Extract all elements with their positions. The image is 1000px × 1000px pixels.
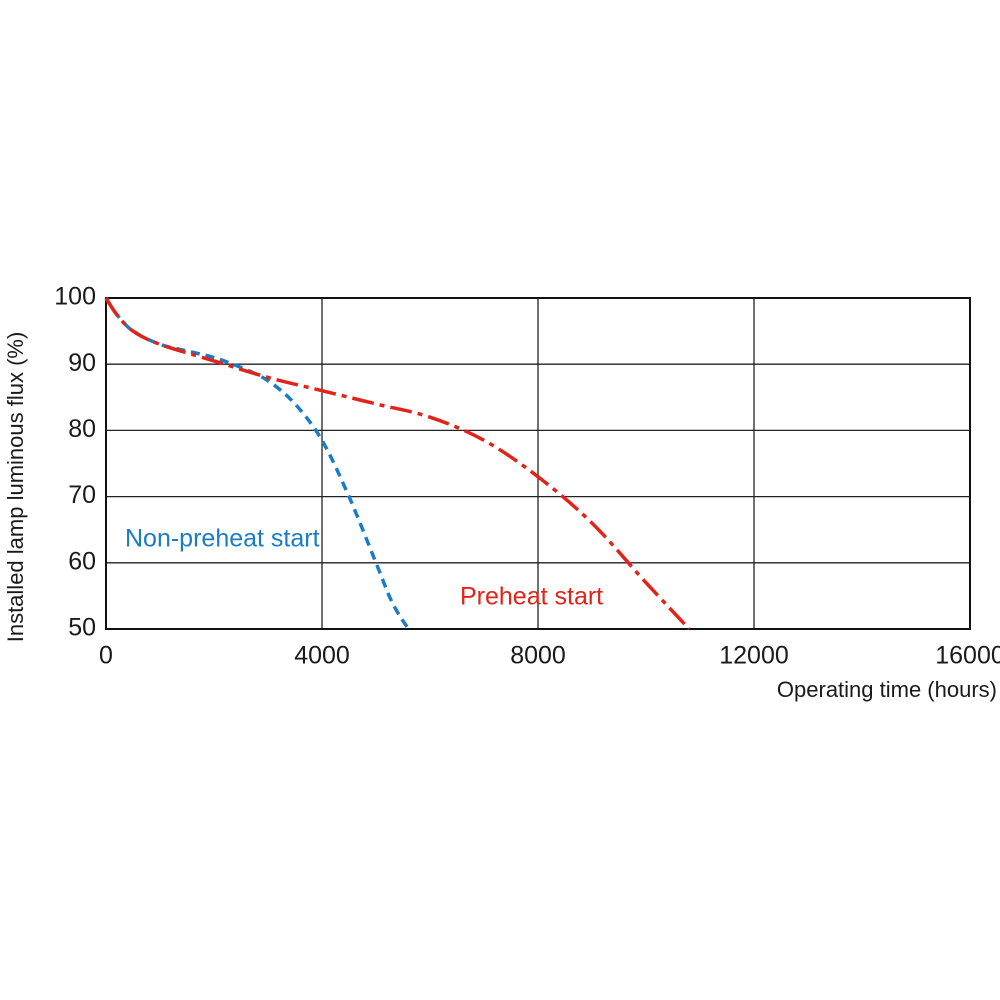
series-label: Preheat start [460,583,603,611]
y-tick-label: 50 [68,614,96,642]
x-tick-label: 0 [99,642,113,670]
y-tick-label: 90 [68,349,96,377]
x-tick-label: 8000 [510,642,566,670]
x-axis-label: Operating time (hours) [777,677,997,702]
x-tick-label: 12000 [719,642,789,670]
x-tick-label: 16000 [935,642,1000,670]
plot-frame [105,297,971,630]
series-line [104,297,691,631]
series-label: Non-preheat start [125,525,320,553]
x-tick-label: 4000 [294,642,350,670]
y-tick-label: 80 [68,415,96,443]
y-tick-label: 60 [68,547,96,575]
y-tick-label: 70 [68,481,96,509]
y-tick-label: 100 [54,283,96,311]
y-axis-label: Installed lamp luminous flux (%) [3,332,28,643]
series-line [104,297,410,630]
